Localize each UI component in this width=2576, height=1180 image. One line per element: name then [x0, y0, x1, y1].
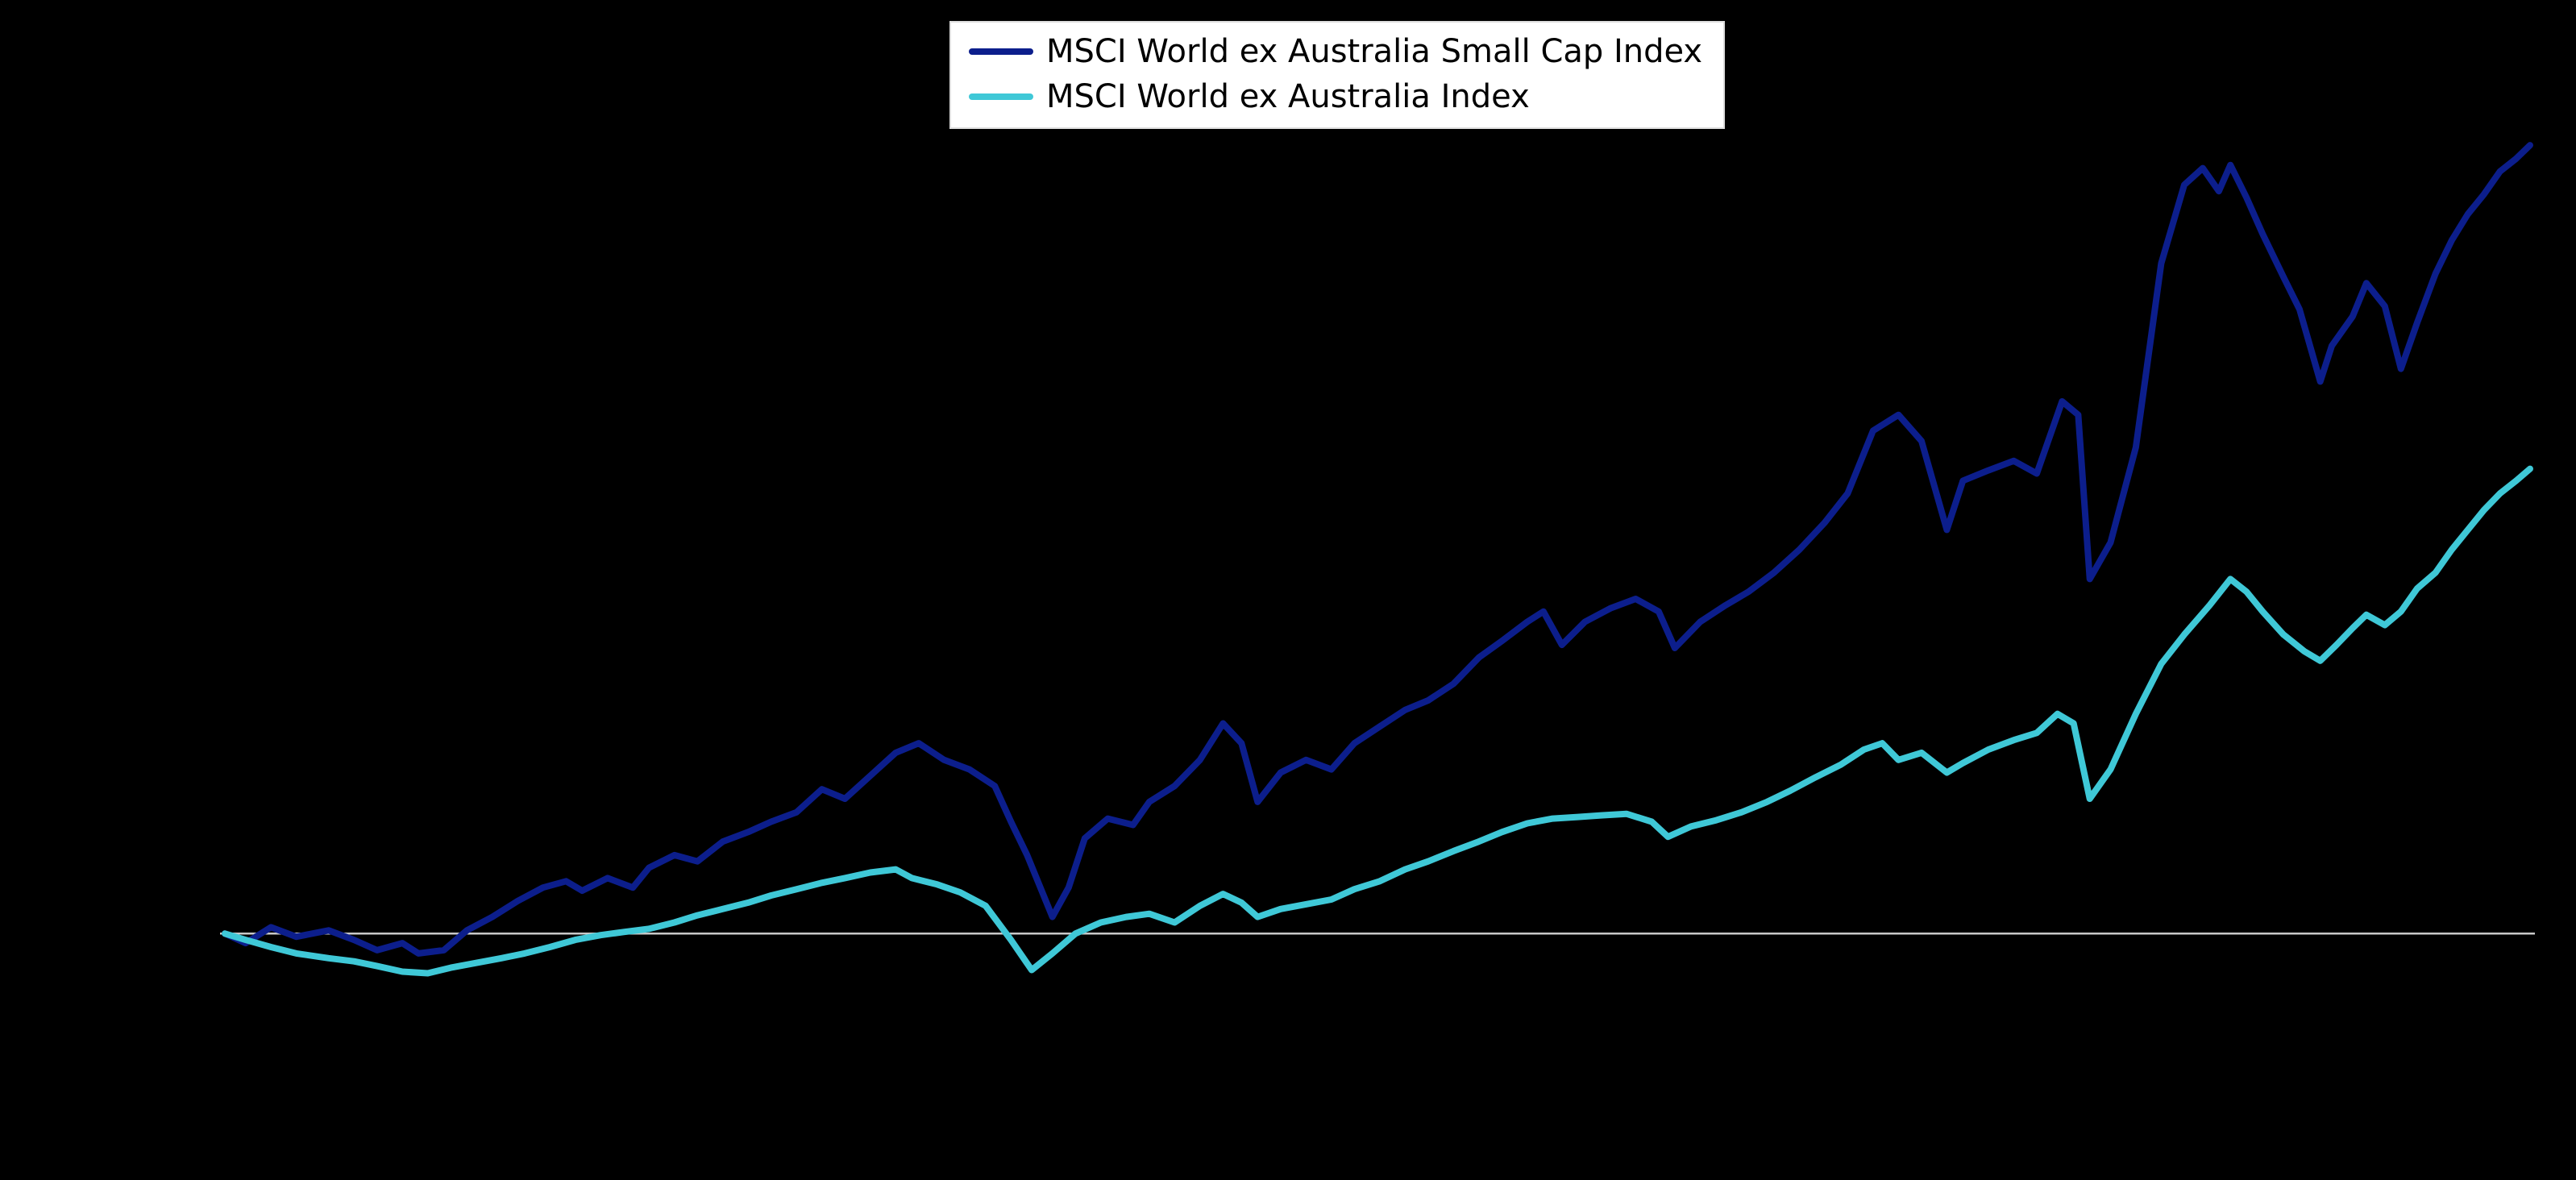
series-line-small-cap-index	[222, 142, 2533, 957]
legend-item-small-cap-index: MSCI World ex Australia Small Cap Index	[969, 29, 1702, 74]
series-line-standard-index	[222, 465, 2533, 977]
legend-line-swatch-standard	[969, 93, 1033, 100]
legend: MSCI World ex Australia Small Cap Index …	[949, 21, 1726, 129]
legend-line-swatch-small-cap	[969, 48, 1033, 55]
legend-item-standard-index: MSCI World ex Australia Index	[969, 74, 1702, 119]
legend-label-standard: MSCI World ex Australia Index	[1046, 78, 1530, 115]
legend-label-small-cap: MSCI World ex Australia Small Cap Index	[1046, 33, 1703, 70]
